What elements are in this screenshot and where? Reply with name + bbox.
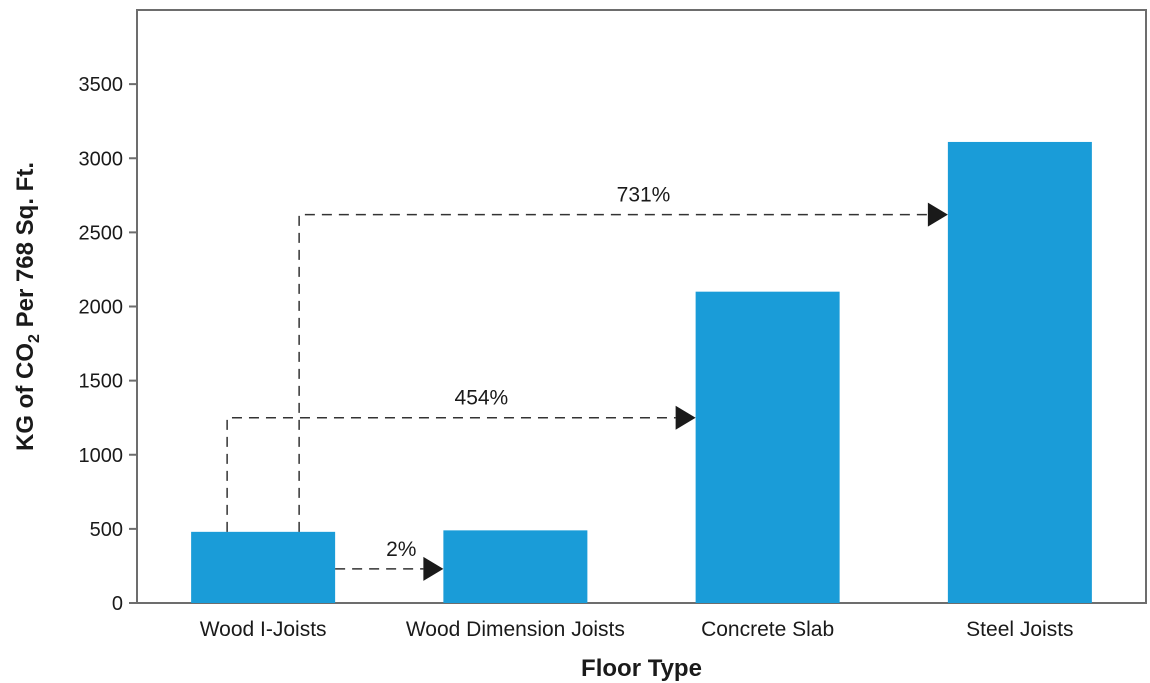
annotation-label: 2%: [386, 538, 416, 561]
annotation-arrowhead: [675, 405, 696, 430]
y-tick-label: 3500: [79, 74, 124, 96]
annotations: 2% 454% 731%: [226, 184, 948, 581]
x-axis-categories: Wood I-Joists Wood Dimension Joists Concre…: [200, 618, 1074, 641]
y-title-subscript: 2: [26, 334, 43, 343]
bar: [695, 291, 840, 603]
y-tick-label: 1000: [79, 445, 124, 467]
y-title-part: KG of CO: [12, 343, 39, 451]
x-category-label: Wood Dimension Joists: [406, 618, 625, 641]
x-category-label: Concrete Slab: [701, 618, 834, 641]
y-tick-label: 3000: [79, 148, 124, 170]
bar: [191, 531, 336, 603]
annotation-arrowhead: [423, 556, 444, 581]
bars: [191, 141, 1092, 603]
annotation-connector: [298, 213, 928, 532]
y-tick-label: 0: [112, 593, 123, 615]
x-axis-title: Floor Type: [581, 655, 702, 682]
annotation-label: 731%: [617, 184, 671, 207]
y-axis-title: KG of CO2 Per 768 Sq. Ft.: [12, 162, 43, 451]
x-category-label: Steel Joists: [966, 618, 1073, 641]
annotation-connector: [226, 416, 676, 532]
y-tick-label: 2000: [79, 297, 124, 319]
y-tick-label: 2500: [79, 222, 124, 244]
y-axis-ticks: 0 500 1000 1500 2000 2500 3000 3500: [79, 74, 137, 615]
bar: [443, 530, 588, 603]
y-title-part: Per 768 Sq. Ft.: [12, 162, 39, 334]
bar: [947, 141, 1092, 603]
annotation-arrowhead: [927, 202, 948, 227]
x-category-label: Wood I-Joists: [200, 618, 327, 641]
y-tick-label: 1500: [79, 371, 124, 393]
y-tick-label: 500: [90, 519, 123, 541]
annotation-label: 454%: [455, 387, 509, 410]
